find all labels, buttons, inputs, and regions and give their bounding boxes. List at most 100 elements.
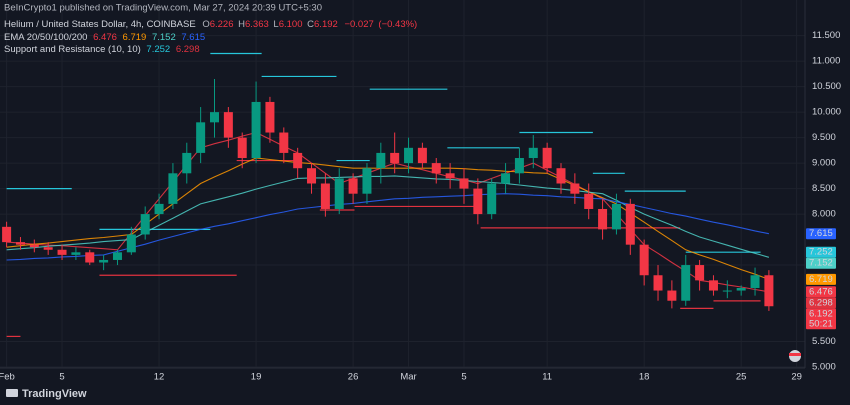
candle-body xyxy=(570,183,580,194)
candle-body xyxy=(2,226,12,243)
candle-body xyxy=(556,168,566,184)
candle-body xyxy=(681,265,691,301)
x-tick-label: Mar xyxy=(400,372,416,383)
y-tick-label: 9.000 xyxy=(812,158,836,169)
candle-body xyxy=(182,152,192,174)
y-tick-label: 10.000 xyxy=(812,107,841,118)
candle-body xyxy=(404,147,414,164)
candle-body xyxy=(154,203,164,215)
x-tick-label: 5 xyxy=(59,372,64,383)
y-tick-label: 8.000 xyxy=(812,209,836,220)
x-tick-label: 12 xyxy=(154,372,165,383)
x-tick-label: 5 xyxy=(461,372,466,383)
candle-body xyxy=(611,203,621,230)
plot xyxy=(2,52,774,338)
y-tick-label: 11.000 xyxy=(812,56,840,67)
y-tick-label: 5.000 xyxy=(812,362,836,373)
chart-title: Helium / United States Dollar, 4h, COINB… xyxy=(4,19,196,30)
candle-body xyxy=(223,112,233,138)
candle-body xyxy=(639,244,649,276)
ohlc-letter: C xyxy=(307,19,314,30)
y-tick-label: 10.500 xyxy=(812,81,841,92)
sr-value: 6.298 xyxy=(176,44,200,55)
ohlc-value: 6.226 xyxy=(210,19,234,30)
candle-body xyxy=(29,244,39,248)
candle-body xyxy=(431,163,441,174)
candle-body xyxy=(487,183,497,215)
sr-value: 7.252 xyxy=(146,44,170,55)
candle-body xyxy=(279,132,289,153)
candle-body xyxy=(708,280,718,291)
price-badge xyxy=(806,308,836,330)
candle-body xyxy=(584,193,594,209)
candle-body xyxy=(459,178,469,189)
ohlc-letter: O xyxy=(202,19,209,30)
symbol-line: Helium / United States Dollar, 4h, COINB… xyxy=(4,19,417,30)
y-tick-label: 9.500 xyxy=(812,132,836,143)
candle-body xyxy=(71,252,81,255)
x-tick-label: 29 xyxy=(791,372,802,383)
ema-legend[interactable]: EMA 20/50/100/200 6.476 6.719 7.152 7.61… xyxy=(4,32,205,43)
change-pct: (−0.43%) xyxy=(378,19,417,30)
candle-body xyxy=(514,158,524,174)
candle-body xyxy=(334,178,344,209)
candle-body xyxy=(417,147,427,164)
ema-line xyxy=(6,157,770,280)
x-tick-label: 18 xyxy=(639,372,650,383)
price-badge xyxy=(806,257,836,269)
x-tick-label: 26 xyxy=(348,372,359,383)
candle-body xyxy=(265,101,275,133)
price-badge xyxy=(806,286,836,298)
logo-mark xyxy=(6,389,18,397)
price-badge xyxy=(806,228,836,240)
candle-body xyxy=(112,252,122,260)
candle-body xyxy=(750,275,760,288)
ohlc-value: 6.100 xyxy=(279,19,303,30)
candle-body xyxy=(57,249,67,255)
ohlc-value: 6.363 xyxy=(245,19,269,30)
ema-value: 7.152 xyxy=(152,32,176,43)
ema-value: 7.615 xyxy=(181,32,205,43)
y-tick-label: 5.500 xyxy=(812,336,836,347)
candle-body xyxy=(722,290,732,292)
x-tick-label: 11 xyxy=(542,372,552,383)
x-tick-label: 19 xyxy=(251,372,262,383)
y-tick-label: 11.500 xyxy=(812,30,840,41)
ohlc-value: 6.192 xyxy=(314,19,338,30)
candle-body xyxy=(362,168,372,194)
candle-body xyxy=(196,122,206,153)
price-badge-label: 6.298 xyxy=(809,297,833,308)
candle-body xyxy=(251,101,261,159)
candle-body xyxy=(307,168,317,184)
x-tick-label: Feb xyxy=(0,372,15,383)
brand-logo[interactable]: TradingView xyxy=(6,388,87,400)
candle-body xyxy=(210,112,219,123)
candle-body xyxy=(126,234,136,253)
candle-body xyxy=(43,247,53,250)
candle-body xyxy=(237,137,247,159)
candle-body xyxy=(390,152,400,164)
price-badge-label: 7.152 xyxy=(809,258,833,269)
candle-body xyxy=(376,152,386,169)
grid xyxy=(0,0,805,368)
price-badge xyxy=(806,273,836,285)
ohlc-letter: H xyxy=(238,19,245,30)
candle-body xyxy=(293,152,303,169)
candle-body xyxy=(598,208,608,230)
candle-body xyxy=(99,259,109,263)
ohlc-letter: L xyxy=(273,19,278,30)
price-badge-label: 7.252 xyxy=(809,247,833,258)
candle-body xyxy=(667,290,677,301)
candle-body xyxy=(348,178,358,194)
x-tick-label: 25 xyxy=(736,372,747,383)
candle-body xyxy=(473,188,483,215)
source-line: BeInCrypto1 published on TradingView.com… xyxy=(4,3,322,14)
sr-legend[interactable]: Support and Resistance (10, 10) 7.252 6.… xyxy=(4,44,200,55)
ema-value: 6.719 xyxy=(123,32,147,43)
candle-body xyxy=(320,183,330,209)
candle-body xyxy=(764,275,774,307)
